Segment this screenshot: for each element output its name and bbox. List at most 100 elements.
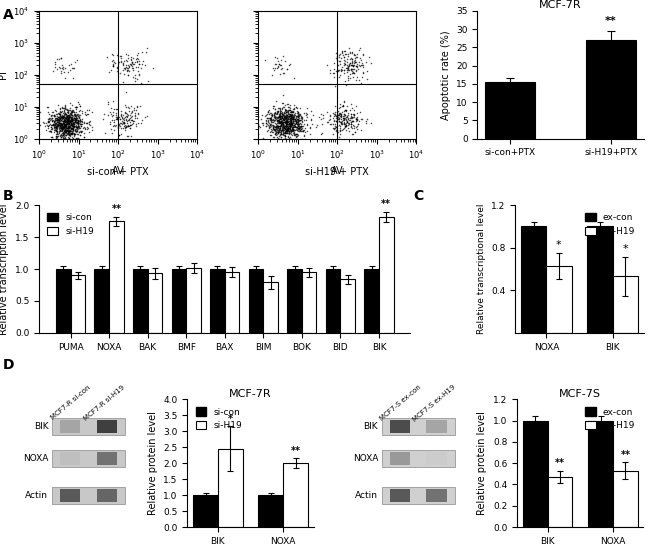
- Point: [111, 115, 122, 124]
- Point: [57, 103, 67, 112]
- Point: [74, 107, 85, 116]
- Point: [63, 111, 73, 120]
- Point: [329, 125, 339, 133]
- Point: [50, 120, 60, 129]
- Point: [343, 62, 353, 71]
- Point: [122, 66, 132, 75]
- Point: [50, 111, 60, 120]
- Point: [66, 108, 77, 116]
- Point: [58, 113, 68, 121]
- Point: [127, 119, 138, 127]
- Point: [68, 124, 79, 133]
- Point: [340, 77, 350, 86]
- Point: [281, 65, 292, 74]
- Point: [285, 117, 296, 126]
- Point: [286, 114, 296, 122]
- Point: [267, 125, 278, 134]
- Point: [73, 119, 83, 128]
- Point: [275, 128, 285, 137]
- Point: [56, 135, 66, 143]
- Point: [66, 128, 77, 137]
- Point: [66, 124, 77, 132]
- Point: [66, 116, 77, 125]
- Point: [129, 103, 139, 112]
- Point: [277, 111, 287, 120]
- Point: [347, 104, 358, 113]
- Point: [119, 70, 129, 79]
- Point: [70, 134, 81, 143]
- Point: [133, 60, 144, 69]
- Point: [55, 121, 66, 130]
- Point: [50, 116, 60, 125]
- Point: [289, 120, 300, 129]
- Point: [289, 121, 299, 130]
- Point: [68, 115, 79, 124]
- Point: [282, 126, 293, 135]
- Point: [61, 124, 72, 132]
- Point: [270, 131, 281, 139]
- Point: [59, 126, 70, 135]
- Point: [274, 135, 284, 143]
- Point: [332, 126, 342, 135]
- Point: [264, 123, 274, 132]
- Point: [280, 114, 290, 123]
- Point: [272, 126, 282, 135]
- Point: [287, 108, 297, 117]
- Point: [279, 115, 289, 124]
- Point: [346, 60, 357, 69]
- Point: [60, 126, 70, 135]
- Point: [293, 119, 304, 127]
- Point: [273, 63, 283, 71]
- Point: [58, 114, 68, 122]
- Point: [59, 111, 70, 120]
- Bar: [521, 226, 547, 333]
- Point: [272, 116, 282, 125]
- Point: [68, 121, 78, 130]
- Point: [296, 121, 306, 130]
- Point: [58, 125, 68, 133]
- Point: [54, 119, 64, 127]
- Point: [285, 112, 296, 121]
- Point: [66, 107, 76, 116]
- Point: [350, 76, 361, 85]
- Point: [70, 127, 81, 136]
- Point: [280, 128, 291, 137]
- Point: [59, 133, 70, 142]
- Point: [54, 115, 64, 124]
- Point: [68, 113, 79, 122]
- Point: [332, 117, 342, 126]
- Point: [125, 120, 136, 129]
- Point: [288, 122, 298, 131]
- Point: [73, 117, 83, 126]
- Point: [65, 117, 75, 126]
- Point: [274, 127, 285, 136]
- Point: [62, 114, 73, 123]
- Point: [273, 57, 283, 65]
- Point: [333, 66, 343, 75]
- Point: [352, 115, 362, 124]
- Point: [270, 96, 281, 105]
- Point: [268, 120, 278, 129]
- Point: [59, 105, 70, 114]
- Point: [72, 123, 83, 132]
- Point: [345, 116, 356, 125]
- Point: [354, 46, 364, 54]
- Point: [288, 114, 298, 123]
- Point: [301, 116, 311, 125]
- Point: [339, 116, 349, 125]
- Point: [263, 107, 273, 116]
- Point: [34, 113, 44, 122]
- Bar: [588, 421, 613, 527]
- Point: [68, 127, 79, 136]
- Point: [73, 128, 84, 137]
- Point: [278, 122, 289, 131]
- Point: [334, 51, 345, 59]
- Point: [275, 105, 285, 114]
- Point: [281, 122, 291, 131]
- Bar: [426, 489, 447, 502]
- Point: [287, 119, 297, 127]
- Point: [305, 129, 315, 138]
- Point: [283, 124, 294, 132]
- Point: [266, 114, 276, 123]
- Point: [64, 122, 74, 131]
